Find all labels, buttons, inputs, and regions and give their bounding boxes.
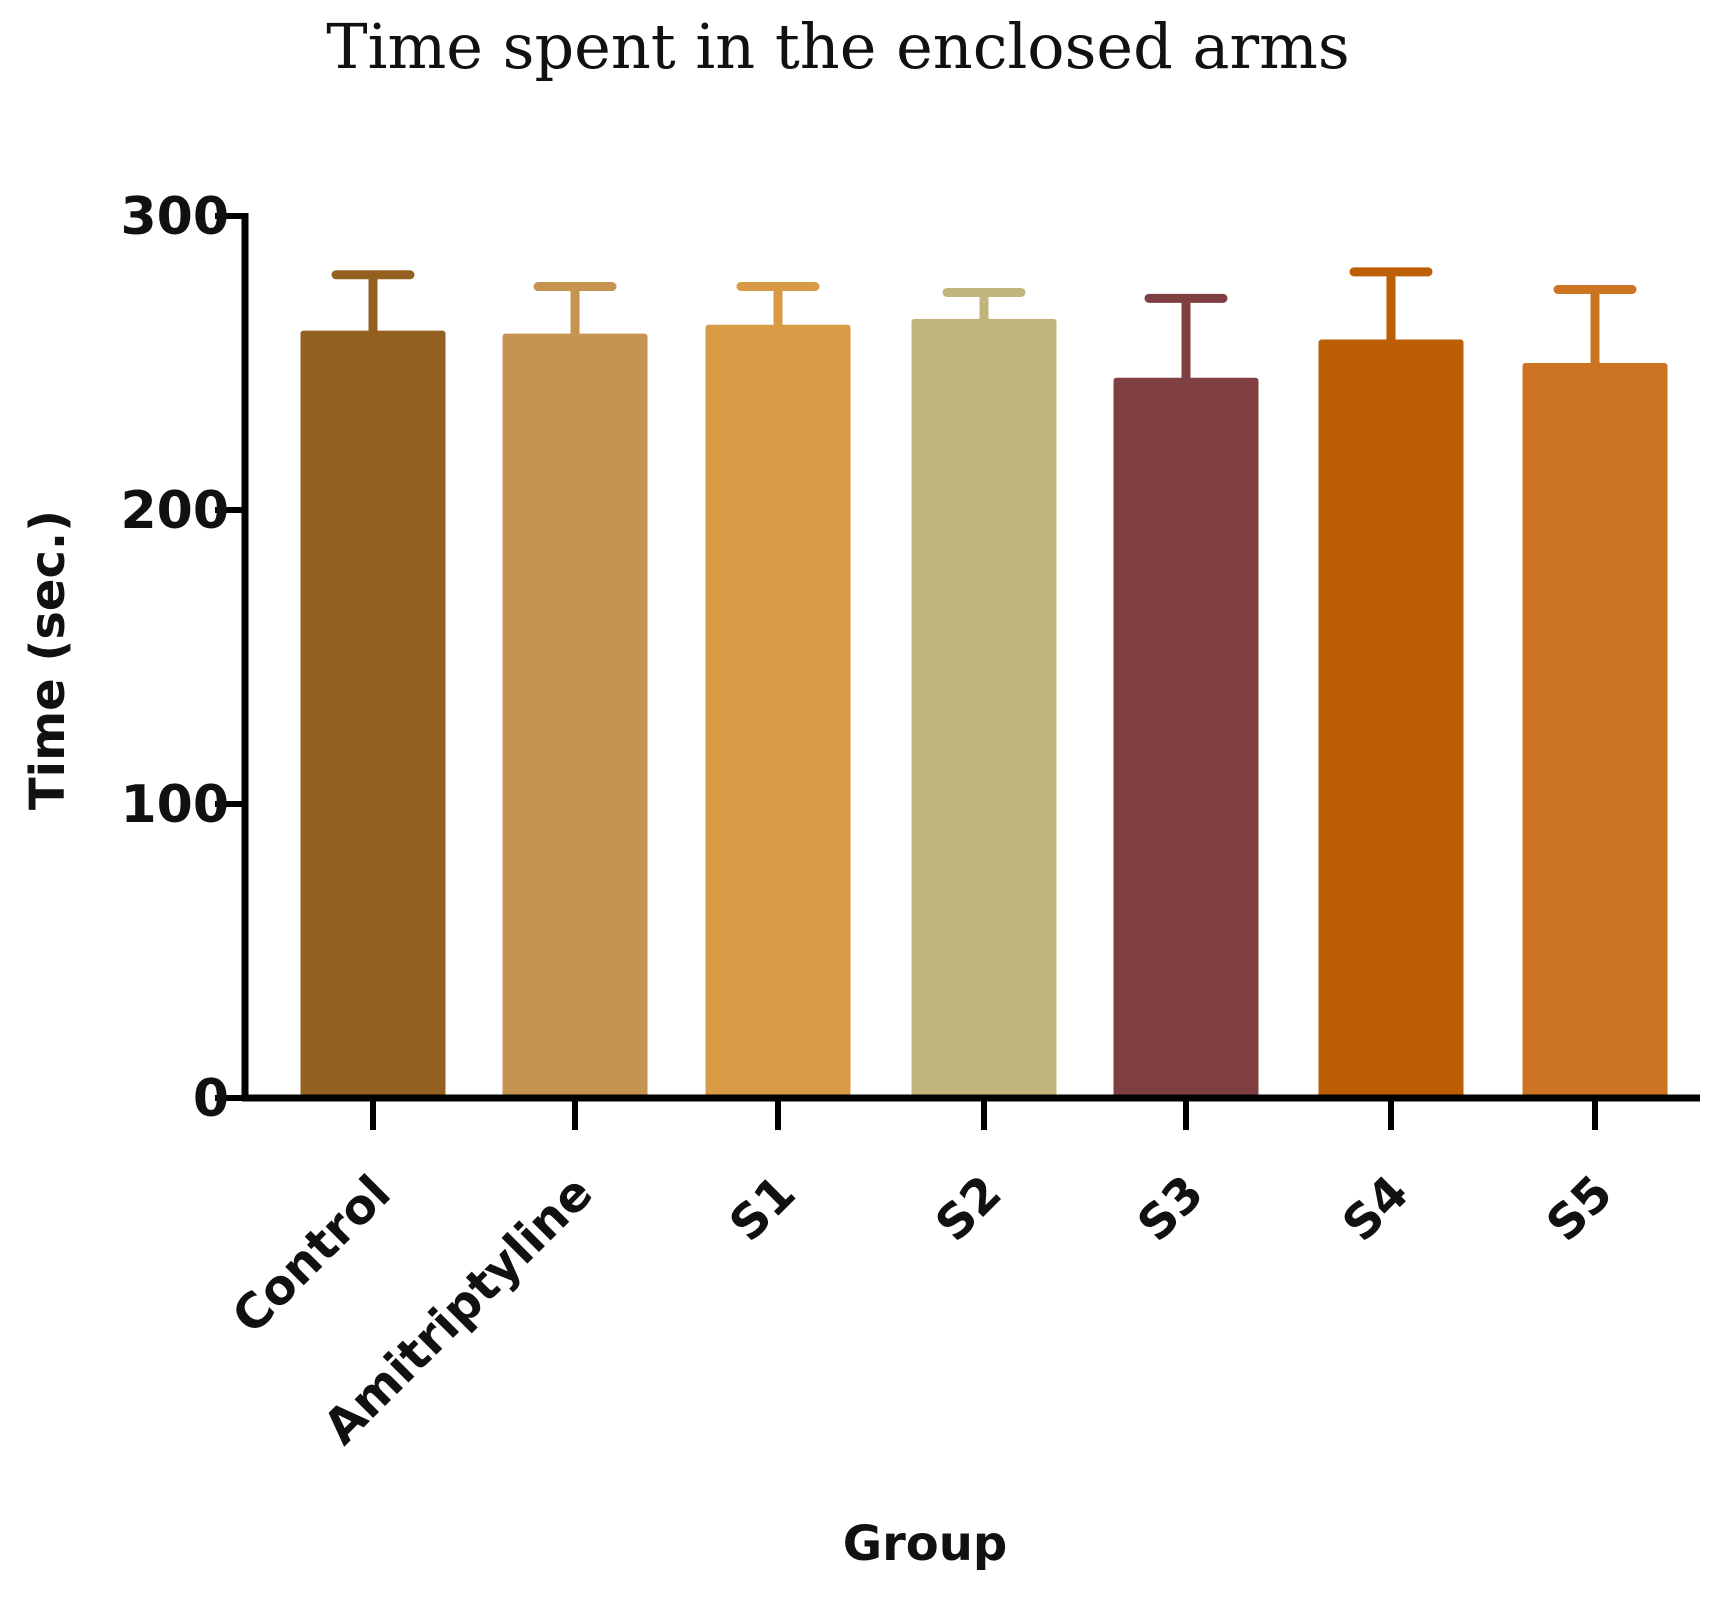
x-axis-title: Group [843,1516,1008,1572]
axes-layer [215,213,1700,1130]
y-axis-title: Time (sec.) [20,510,76,810]
y-tick-label: 300 [120,187,229,247]
bar [1113,377,1259,1098]
x-tick-label: S4 [1332,1165,1420,1253]
bar [705,324,851,1098]
x-tick-label: S5 [1536,1165,1624,1253]
x-tick-label: Control [222,1165,402,1345]
x-tick-label: S1 [719,1165,807,1253]
y-tick-label: 100 [120,775,229,835]
y-tick-label: 0 [193,1069,229,1129]
bars-layer [300,318,1668,1099]
bar [300,330,446,1098]
error-bars-layer [331,267,1637,382]
bar [502,333,648,1099]
bar [1318,339,1464,1099]
x-tick-label: S2 [925,1165,1013,1253]
y-tick-label: 200 [120,481,229,541]
bar [1522,363,1668,1098]
bar [911,318,1057,1098]
chart-title: Time spent in the enclosed arms [326,10,1349,83]
x-tick-label: S3 [1127,1165,1215,1253]
